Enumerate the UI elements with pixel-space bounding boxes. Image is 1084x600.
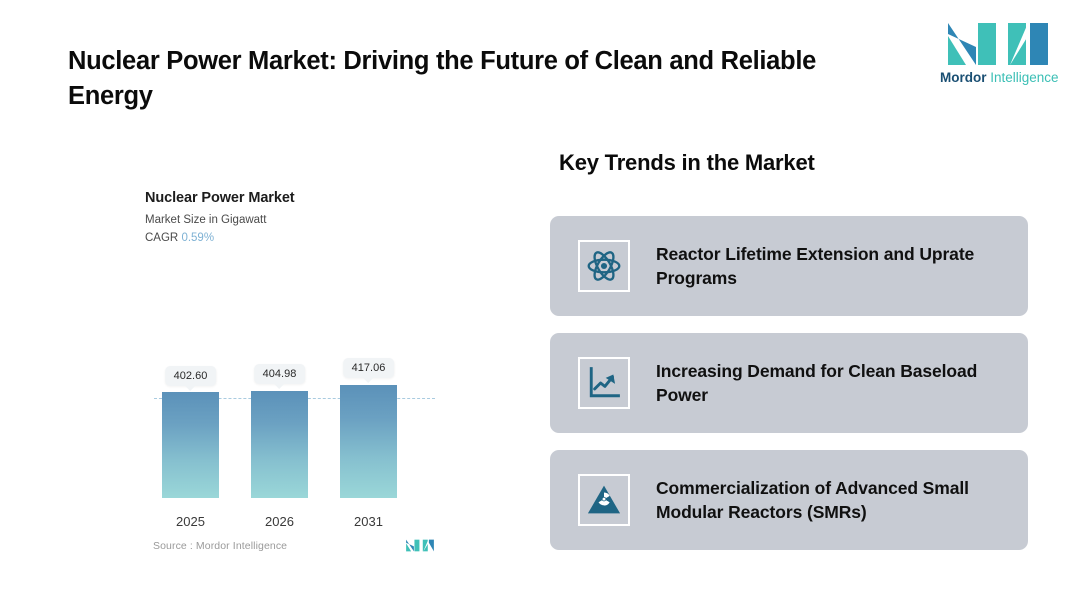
atom-icon xyxy=(587,251,621,281)
trend-icon-frame xyxy=(578,240,630,292)
trend-icon-frame xyxy=(578,474,630,526)
source-label: Source : Mordor Intelligence xyxy=(153,539,288,552)
chart-cagr: CAGR 0.59% xyxy=(145,232,435,244)
brand-wordmark: Mordor Intelligence xyxy=(940,70,1059,85)
trend-card-text: Reactor Lifetime Extension and Uprate Pr… xyxy=(656,243,975,288)
x-axis-tick: 2025 xyxy=(176,514,205,529)
bar-value-label: 404.98 xyxy=(253,364,306,384)
mordor-m-logo-icon xyxy=(947,23,1048,65)
trend-card[interactable]: Increasing Demand for Clean Baseload Pow… xyxy=(550,333,1028,433)
brand-logo: Mordor Intelligence xyxy=(940,22,1059,97)
trend-card[interactable]: Commercialization of Advanced Small Modu… xyxy=(550,450,1028,550)
x-axis-tick: 2026 xyxy=(265,514,294,529)
bar-chart-plot: 402.60 404.98 417.06 xyxy=(145,276,435,506)
x-axis-tick: 2031 xyxy=(354,514,383,529)
brand-word-primary: Mordor xyxy=(940,70,987,85)
bar-value-label: 417.06 xyxy=(342,358,395,378)
page-title: Nuclear Power Market: Driving the Future… xyxy=(68,47,816,110)
bar[interactable] xyxy=(251,391,308,498)
key-trends-panel: Key Trends in the Market Reactor Lifetim… xyxy=(550,150,1030,550)
chart-subtitle: Market Size in Gigawatt xyxy=(145,214,267,226)
growth-chart-arrow-icon xyxy=(589,367,620,398)
brand-word-secondary: Intelligence xyxy=(990,70,1059,85)
radiation-triangle-icon xyxy=(587,485,621,514)
mordor-m-logo-icon xyxy=(406,539,434,552)
cagr-value: 0.59% xyxy=(181,232,215,244)
trend-card-text: Increasing Demand for Clean Baseload Pow… xyxy=(656,360,978,405)
chart-title: Nuclear Power Market xyxy=(145,190,295,206)
trend-card[interactable]: Reactor Lifetime Extension and Uprate Pr… xyxy=(550,216,1028,316)
trends-heading: Key Trends in the Market xyxy=(559,150,815,175)
bar[interactable] xyxy=(162,392,219,498)
bar-value-label: 402.60 xyxy=(164,366,217,386)
cagr-label: CAGR xyxy=(145,232,179,244)
trend-icon-frame xyxy=(578,357,630,409)
chart-footer: Source : Mordor Intelligence xyxy=(153,538,435,553)
trend-card-text: Commercialization of Advanced Small Modu… xyxy=(656,477,969,522)
bar[interactable] xyxy=(340,385,397,498)
chart-panel: Nuclear Power Market Market Size in Giga… xyxy=(145,190,435,555)
